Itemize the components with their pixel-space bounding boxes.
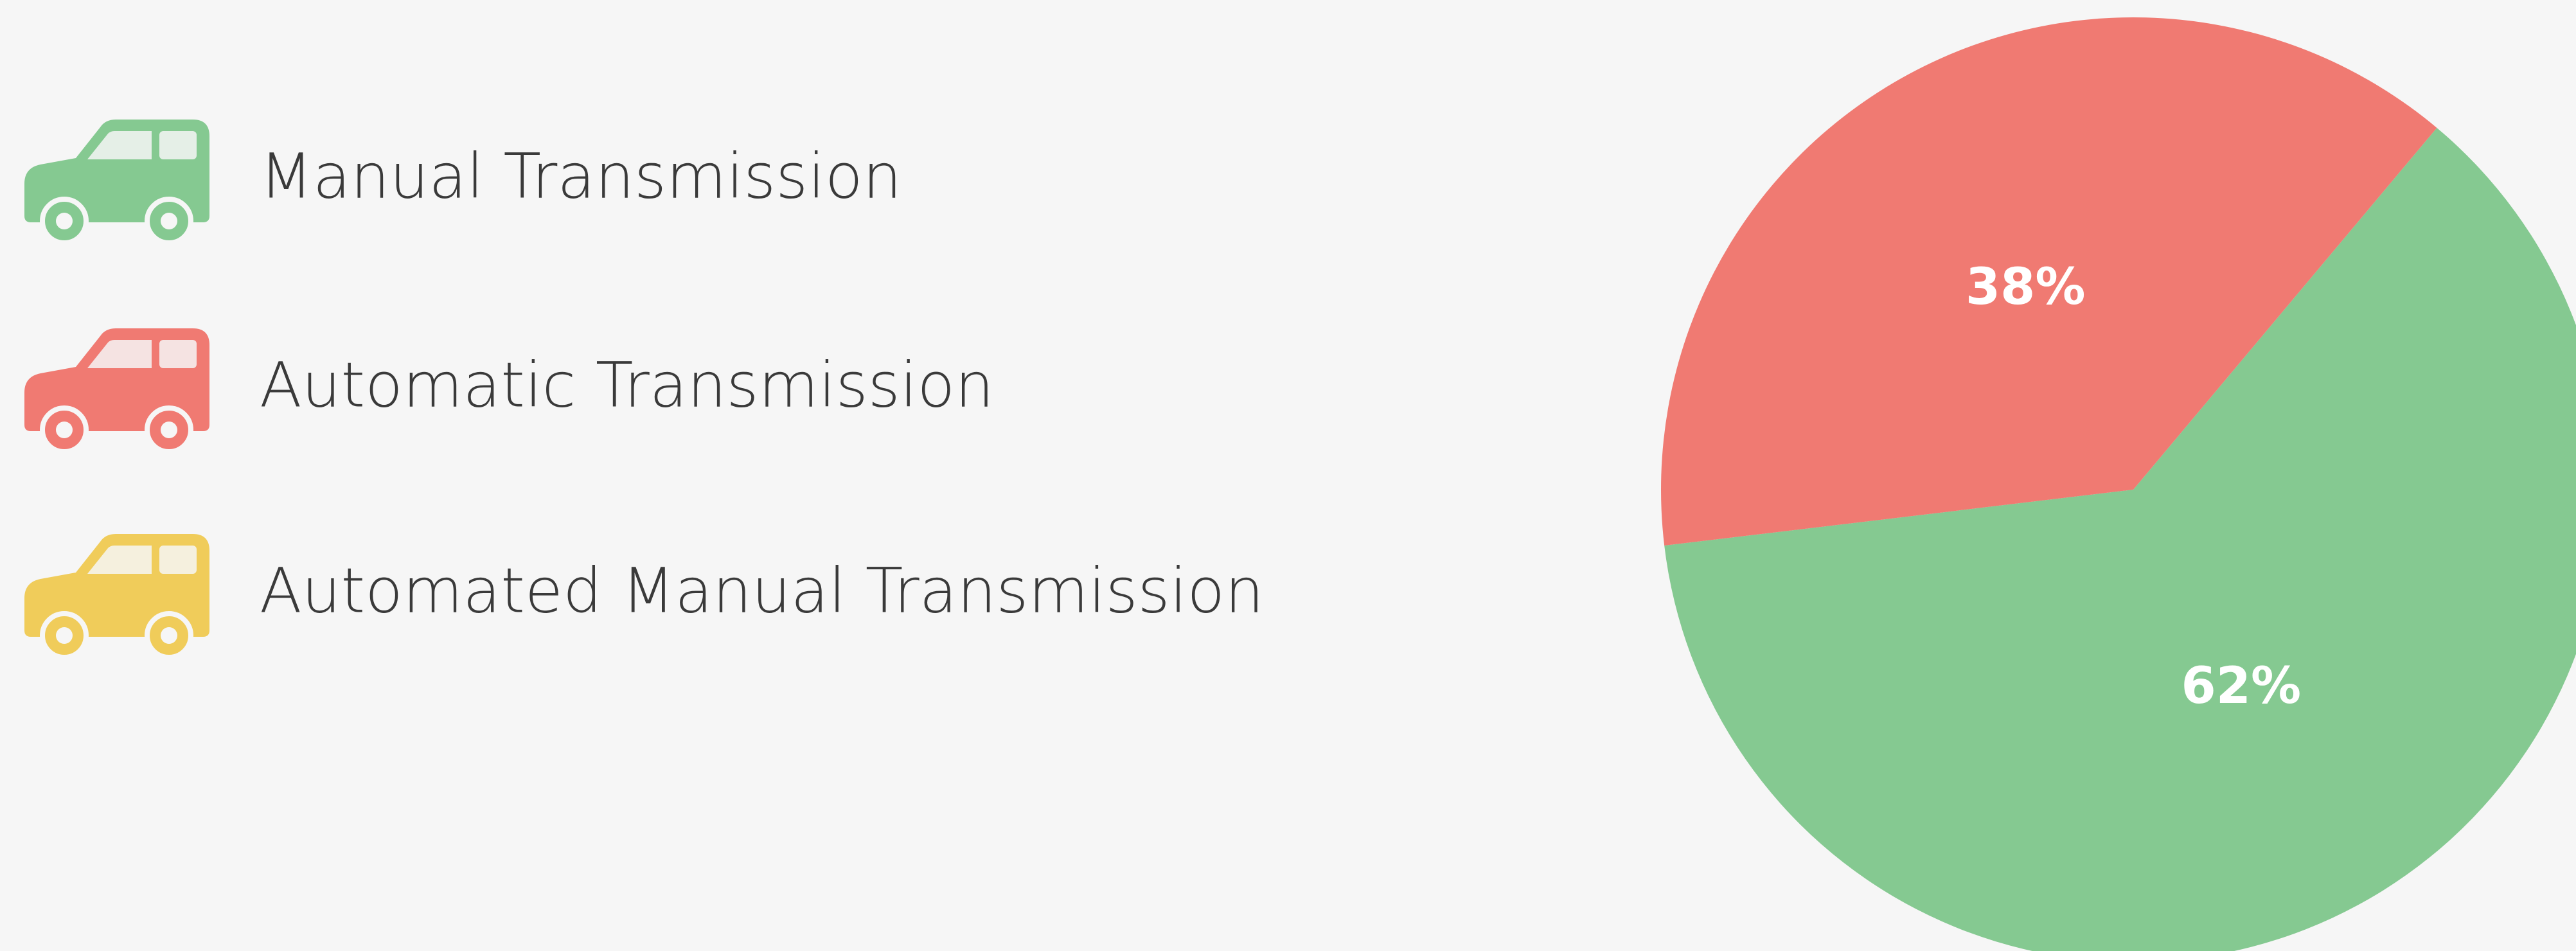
legend-label: Manual Transmission [260,140,902,212]
car-window [159,340,197,368]
legend-label: Automated Manual Transmission [260,555,1264,627]
car-hub [161,627,177,644]
slice-label: 62% [2181,657,2301,715]
car-hub [161,422,177,438]
car-window [159,546,197,574]
car-hub [56,213,73,229]
legend-icon [24,120,209,245]
legend-icon [24,328,209,454]
legend-label: Automatic Transmission [260,349,994,421]
car-hub [161,213,177,229]
car-window [159,131,197,159]
slice-label: 38% [1966,258,2086,316]
car-window [87,546,152,574]
car-hub [56,627,73,644]
car-window [87,131,152,159]
pie-slice [1661,17,2437,546]
car-window [87,340,152,368]
car-hub [56,422,73,438]
pie-slice [1664,127,2576,951]
legend-icon [24,534,209,660]
